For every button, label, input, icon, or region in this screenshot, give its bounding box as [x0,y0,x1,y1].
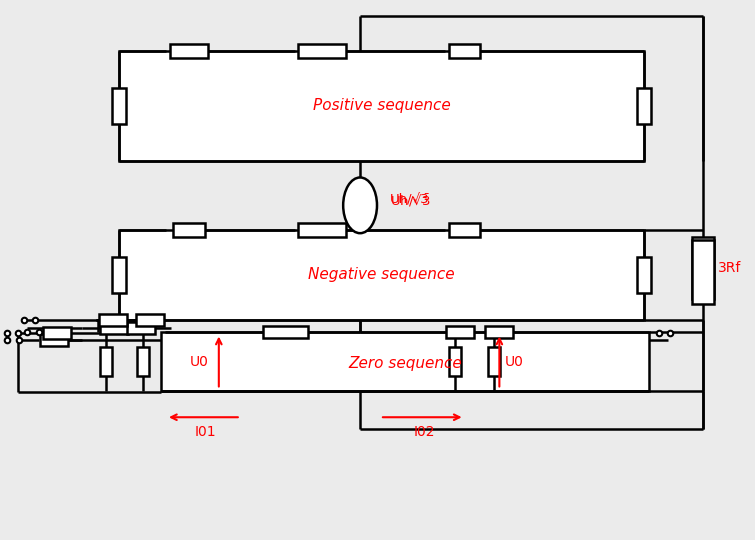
Text: I01: I01 [195,425,217,439]
Text: Uh/√$\bar{3}$: Uh/√$\bar{3}$ [390,192,430,208]
Bar [488,347,501,376]
Bar [43,327,70,339]
Bar [137,347,149,376]
Ellipse shape [344,178,377,233]
Bar [692,240,714,305]
Bar [298,223,346,237]
Bar [112,257,126,293]
Bar [40,334,68,346]
Bar [100,322,128,334]
Bar [100,347,112,376]
Bar [161,332,649,392]
Bar [636,257,651,293]
Bar [173,223,205,237]
Text: 3Rf: 3Rf [718,261,741,275]
Bar [448,44,480,58]
Bar [100,314,128,326]
Bar [448,223,480,237]
Text: Positive sequence: Positive sequence [313,98,450,113]
Bar [636,88,651,124]
Text: U0: U0 [190,355,209,368]
Text: Uh/√3: Uh/√3 [390,194,430,207]
Bar [128,322,155,334]
Bar [170,44,208,58]
Bar [485,326,513,338]
Bar [112,88,126,124]
Bar [298,44,346,58]
Text: U0: U0 [504,355,523,368]
Bar [448,347,461,376]
Text: I02: I02 [414,425,436,439]
Text: Negative sequence: Negative sequence [308,267,455,282]
Text: Zero sequence: Zero sequence [348,356,462,371]
Bar [136,314,164,326]
Bar [692,237,714,299]
Bar [445,326,473,338]
Bar [263,326,308,338]
Bar [119,230,643,320]
Bar [119,51,643,160]
